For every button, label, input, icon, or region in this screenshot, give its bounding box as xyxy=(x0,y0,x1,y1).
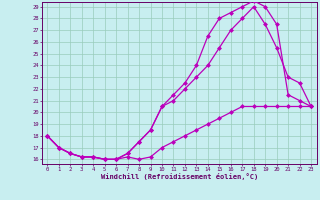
X-axis label: Windchill (Refroidissement éolien,°C): Windchill (Refroidissement éolien,°C) xyxy=(100,173,258,180)
